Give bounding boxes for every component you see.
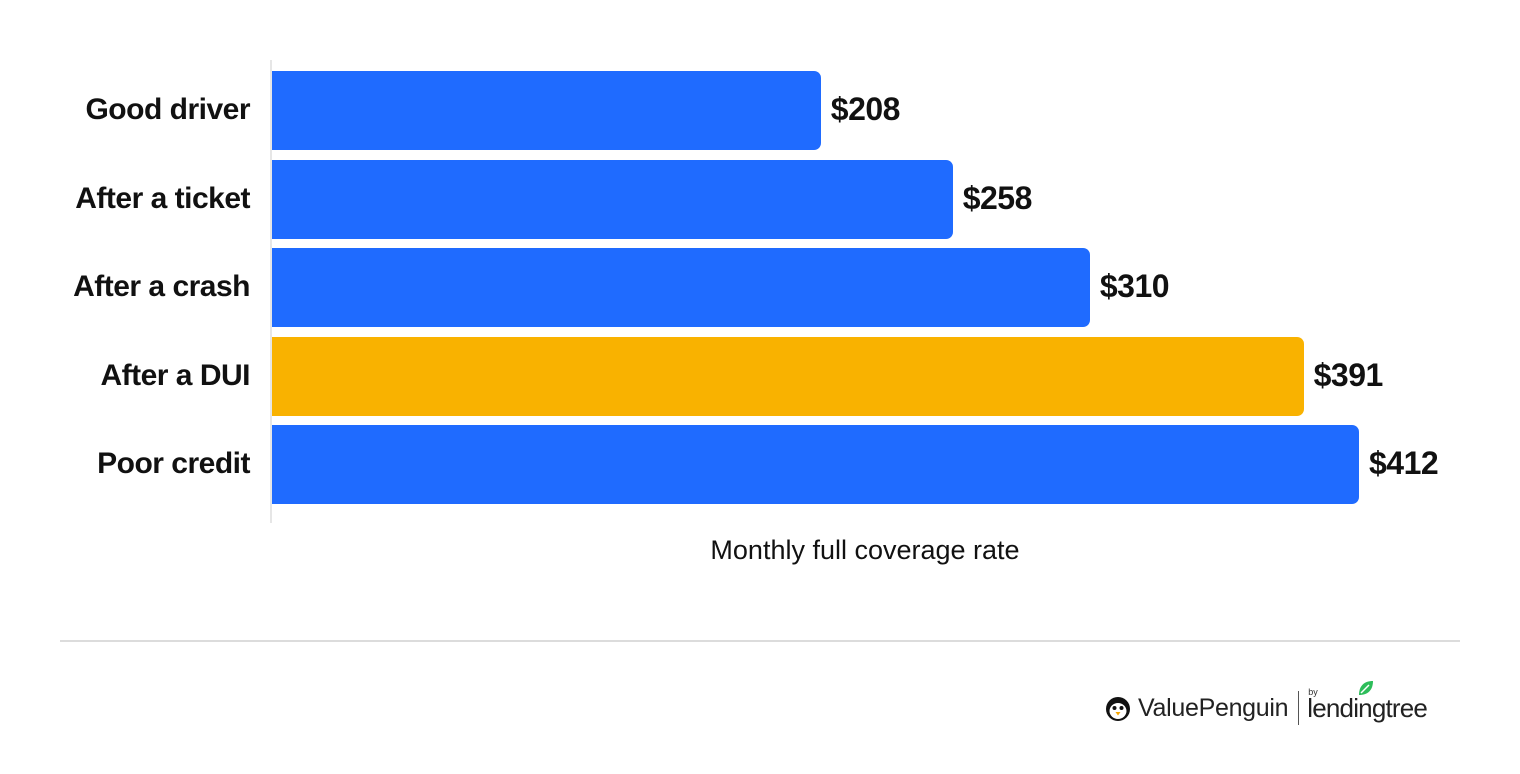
by-text: by <box>1308 686 1318 697</box>
penguin-icon <box>1106 697 1130 721</box>
bar <box>272 71 821 150</box>
x-axis-label: Monthly full coverage rate <box>710 535 1020 565</box>
value-label: $258 <box>962 180 1033 216</box>
category-label: After a crash <box>73 270 250 303</box>
leaf-icon <box>1359 680 1374 695</box>
lendingtree-logo: by lendingtree <box>1307 680 1428 724</box>
footer-divider <box>60 640 1460 642</box>
brand-logo: ValuePenguin by lendingtree <box>1104 680 1428 730</box>
bar <box>272 425 1359 504</box>
valuepenguin-wordmark: ValuePenguin <box>1138 693 1289 722</box>
lendingtree-wordmark: lendingtree <box>1307 692 1428 723</box>
category-label: Good driver <box>85 93 250 126</box>
category-label: Poor credit <box>97 447 250 480</box>
value-label: $208 <box>830 91 901 127</box>
value-label: $412 <box>1369 445 1439 481</box>
bar <box>272 337 1304 416</box>
category-label: After a ticket <box>75 182 250 215</box>
value-label: $391 <box>1313 357 1384 393</box>
bar <box>272 160 953 239</box>
category-label: After a DUI <box>100 359 250 392</box>
logo-separator <box>1298 691 1300 725</box>
bar <box>272 248 1090 327</box>
value-label: $310 <box>1099 268 1170 304</box>
y-axis-line <box>270 60 272 523</box>
